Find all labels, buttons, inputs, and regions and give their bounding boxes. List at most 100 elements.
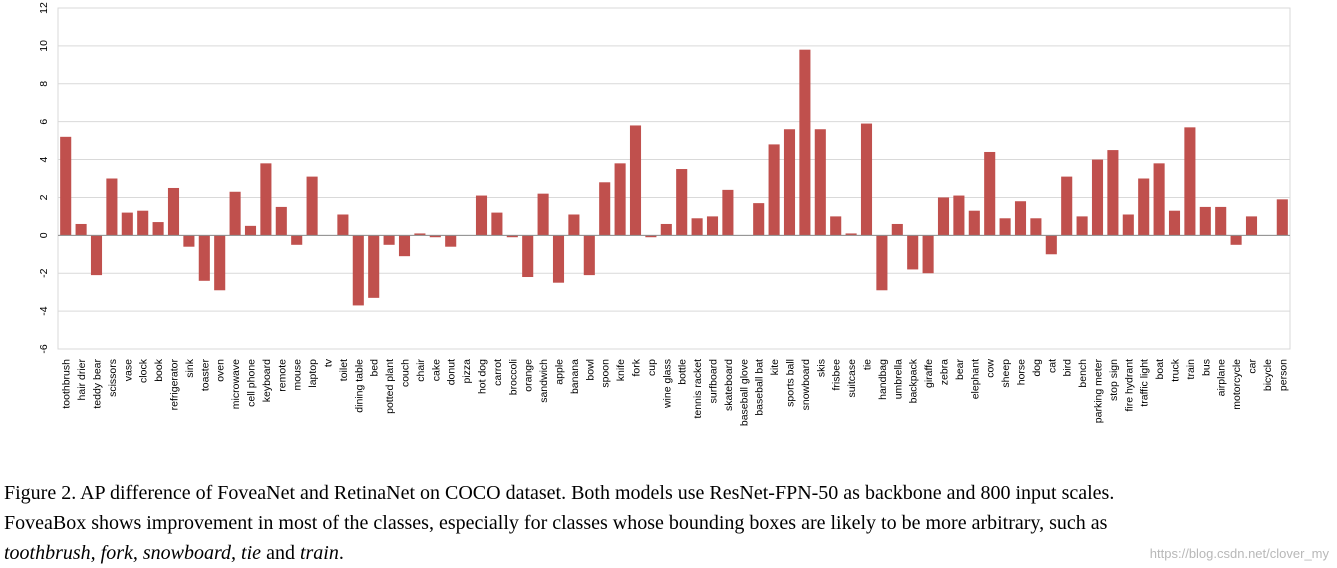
category-label: chair (415, 359, 427, 382)
category-label: sports ball (785, 359, 797, 407)
bar-hair-drier (76, 224, 87, 235)
bar-carrot (491, 213, 502, 236)
category-label: parking meter (1093, 359, 1105, 424)
category-label: sheep (1000, 359, 1012, 388)
bar-surfboard (707, 216, 718, 235)
watermark-text: https://blog.csdn.net/clover_my (1150, 546, 1329, 561)
bar-microwave (230, 192, 241, 236)
bar-sandwich (538, 194, 549, 236)
bar-bed (368, 235, 379, 298)
bar-dining-table (353, 235, 364, 305)
category-label: surfboard (708, 359, 720, 404)
bars (60, 50, 1288, 306)
category-label: bird (1062, 359, 1074, 377)
y-tick-label: -4 (38, 306, 50, 315)
category-label: bottle (677, 359, 689, 385)
category-label: tie (862, 359, 874, 370)
y-tick-label: 8 (38, 81, 50, 87)
category-label: bench (1077, 359, 1089, 388)
category-label: bed (369, 359, 381, 377)
bar-traffic-light (1138, 179, 1149, 236)
category-label: traffic light (1139, 359, 1151, 407)
bar-zebra (938, 197, 949, 235)
bar-fire-hydrant (1123, 214, 1134, 235)
y-tick-label: -6 (38, 344, 50, 353)
category-label: dining table (353, 359, 365, 413)
category-label: stop sign (1108, 359, 1120, 401)
y-tick-label: 6 (38, 119, 50, 125)
bar-potted-plant (384, 235, 395, 244)
bar-toothbrush (60, 137, 71, 236)
bar-motorcycle (1231, 235, 1242, 244)
category-label: keyboard (261, 359, 273, 402)
bar-clock (137, 211, 148, 236)
category-label: vase (122, 359, 134, 381)
axes (58, 8, 1290, 349)
bar-giraffe (923, 235, 934, 273)
bar-sheep (1000, 218, 1011, 235)
category-label: skateboard (723, 359, 735, 411)
category-label: cat (1046, 359, 1058, 373)
caption-italic-train: train (300, 542, 339, 564)
bar-apple (553, 235, 564, 282)
category-label: airplane (1216, 359, 1228, 397)
category-label: bicycle (1262, 359, 1274, 391)
category-label: broccoli (507, 359, 519, 395)
bar-bird (1061, 177, 1072, 236)
category-label: cake (430, 359, 442, 381)
category-label: bus (1200, 359, 1212, 376)
bar-teddy-bear (91, 235, 102, 275)
category-label: snowboard (800, 359, 812, 411)
category-label: motorcycle (1231, 359, 1243, 410)
category-label: kite (769, 359, 781, 376)
y-tick-label: 4 (38, 156, 50, 162)
bar-book (153, 222, 164, 235)
bar-kite (769, 144, 780, 235)
bar-car (1246, 216, 1257, 235)
y-tick-label: 2 (38, 194, 50, 200)
bar-orange (522, 235, 533, 277)
category-label: knife (615, 359, 627, 381)
category-label: backpack (908, 358, 920, 403)
bar-tie (861, 124, 872, 236)
category-label: mouse (292, 359, 304, 391)
category-label: toaster (199, 359, 211, 392)
category-label: baseball glove (738, 359, 750, 426)
bar-keyboard (260, 163, 271, 235)
bar-snowboard (799, 50, 810, 236)
plot-frame (58, 8, 1290, 349)
category-label: carrot (492, 359, 504, 386)
category-label: fork (631, 358, 643, 376)
bar-sink (183, 235, 194, 246)
bar-bus (1200, 207, 1211, 235)
category-label: train (1185, 359, 1197, 380)
category-label: sandwich (538, 359, 550, 403)
category-label: laptop (307, 359, 319, 388)
bar-person (1277, 199, 1288, 235)
category-label: teddy bear (92, 359, 104, 409)
bar-laptop (307, 177, 318, 236)
bar-remote (276, 207, 287, 235)
category-label: tv (323, 358, 335, 367)
bar-tennis-racket (692, 218, 703, 235)
bar-sports-ball (784, 129, 795, 235)
category-label: handbag (877, 359, 889, 400)
bar-dog (1030, 218, 1041, 235)
bar-skis (815, 129, 826, 235)
category-label: microwave (230, 359, 242, 409)
bar-horse (1015, 201, 1026, 235)
bar-toaster (199, 235, 210, 280)
bar-donut (445, 235, 456, 246)
category-label: bear (954, 358, 966, 380)
category-label: truck (1170, 358, 1182, 382)
category-label: skis (815, 359, 827, 377)
bar-bear (953, 196, 964, 236)
bar-bottle (676, 169, 687, 235)
bar-umbrella (892, 224, 903, 235)
bar-truck (1169, 211, 1180, 236)
bar-stop-sign (1107, 150, 1118, 235)
figure-caption: Figure 2. AP difference of FoveaNet and … (4, 478, 1334, 568)
category-label: boat (1154, 359, 1166, 380)
